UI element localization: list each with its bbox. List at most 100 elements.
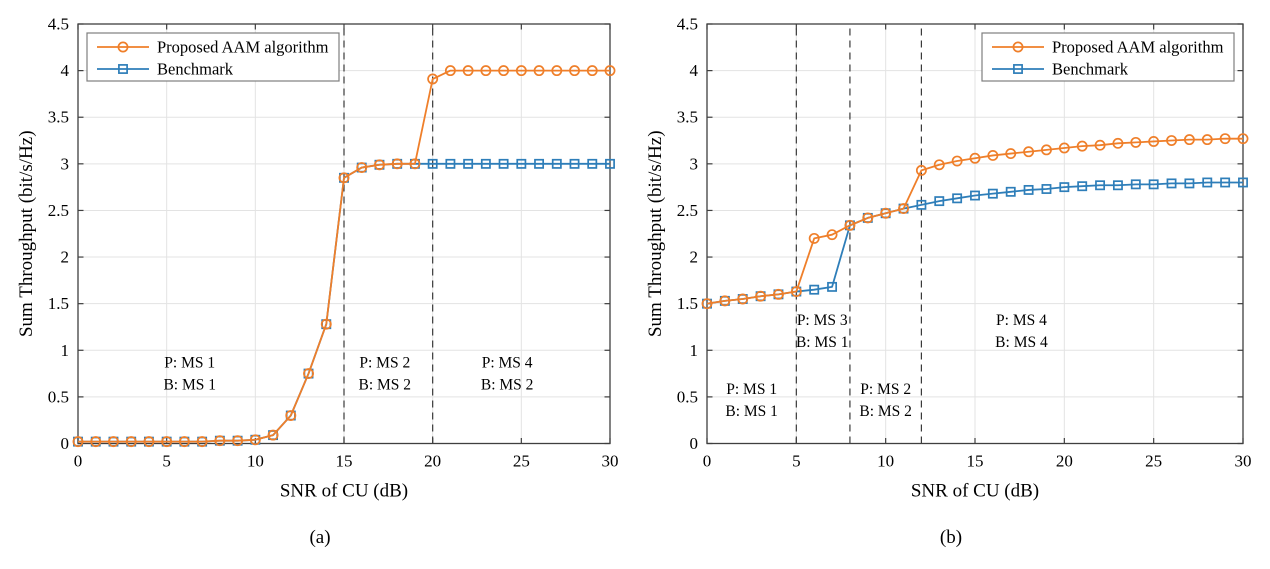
y-tick-label: 1 <box>690 341 699 360</box>
marker-square <box>1041 184 1052 194</box>
marker-square <box>1220 177 1231 188</box>
marker-square <box>463 158 474 169</box>
y-tick-label: 4.5 <box>677 15 698 34</box>
y-axis-label: Sum Throughput (bit/s/Hz) <box>16 130 37 337</box>
y-tick-label: 2 <box>61 248 70 267</box>
marker-square <box>605 158 615 169</box>
y-tick-label: 3 <box>690 154 699 173</box>
series-proposed-aam-algorithm-line <box>78 69 610 443</box>
legend-marker-square-icon <box>1013 64 1023 74</box>
legend-marker-circle-icon <box>117 41 129 53</box>
x-tick-label: 10 <box>247 452 264 471</box>
x-tick-label: 10 <box>877 452 894 471</box>
marker-circle <box>1166 135 1177 146</box>
marker-circle <box>987 149 999 161</box>
marker-circle <box>533 65 545 77</box>
marker-circle <box>790 286 802 297</box>
marker-circle <box>1005 148 1017 160</box>
y-tick-label: 0.5 <box>677 387 698 406</box>
x-tick-label: 25 <box>1145 452 1162 471</box>
y-tick-label: 2.5 <box>677 201 698 220</box>
marker-square <box>498 158 509 169</box>
marker-circle <box>1041 144 1052 156</box>
x-tick-label: 0 <box>74 452 83 471</box>
chart-a: P: MS 1 B: MS 1 P: MS 2 B: MS 2 P: MS 4 B: MS… <box>16 15 619 549</box>
x-axis-label: SNR of CU (dB) <box>911 481 1039 502</box>
marker-circle <box>844 219 856 231</box>
region-annotation-line: B: MS 2 <box>859 403 912 420</box>
marker-circle <box>232 435 244 447</box>
marker-circle <box>249 434 261 446</box>
marker-square <box>1202 177 1213 188</box>
legend-marker-circle-icon <box>1012 41 1024 53</box>
x-tick-label: 5 <box>792 452 801 471</box>
region-annotation-line: B: MS 1 <box>163 377 216 394</box>
marker-circle <box>1237 133 1249 145</box>
y-tick-label: 1.5 <box>677 294 698 313</box>
y-tick-label: 0 <box>61 434 70 453</box>
marker-square <box>1112 180 1123 191</box>
marker-circle <box>462 65 474 77</box>
marker-circle <box>480 65 492 77</box>
marker-circle <box>880 207 892 219</box>
marker-square <box>516 158 527 169</box>
series-proposed-aam-algorithm-line <box>706 137 1243 305</box>
marker-square <box>445 158 456 169</box>
marker-square <box>1130 179 1141 190</box>
marker-square <box>1166 178 1177 189</box>
subplot-caption-a: (a) <box>309 527 331 548</box>
marker-circle <box>1201 134 1213 146</box>
region-annotation-line: B: MS 2 <box>359 377 412 394</box>
marker-circle <box>214 435 226 447</box>
region-annotation-line: P: MS 4 <box>482 355 533 372</box>
marker-square <box>427 158 438 169</box>
marker-circle <box>427 73 439 85</box>
marker-circle <box>178 436 190 448</box>
x-tick-label: 25 <box>513 452 530 471</box>
region-annotation-line: B: MS 1 <box>725 403 778 420</box>
marker-circle <box>374 159 385 171</box>
marker-square <box>1184 178 1195 189</box>
x-tick-label: 15 <box>336 452 353 471</box>
marker-square <box>970 190 980 201</box>
y-tick-label: 0.5 <box>48 387 69 406</box>
legend-marker-square-icon <box>118 64 128 74</box>
y-axis-label: Sum Throughput (bit/s/Hz) <box>645 130 666 337</box>
marker-circle <box>1094 139 1106 151</box>
region-annotation-line: B: MS 2 <box>481 377 534 394</box>
region-annotation-line: P: MS 2 <box>860 381 911 398</box>
subplot-caption-b: (b) <box>939 527 963 548</box>
marker-square <box>809 284 820 295</box>
marker-circle <box>862 212 874 224</box>
marker-circle <box>409 158 421 170</box>
marker-circle <box>356 162 368 174</box>
marker-circle <box>303 368 314 380</box>
marker-circle <box>826 229 838 241</box>
legend-label-benchmark: Benchmark <box>157 60 234 79</box>
marker-circle <box>1112 137 1124 149</box>
marker-square <box>952 193 963 204</box>
x-tick-label: 30 <box>1235 452 1252 471</box>
marker-circle <box>338 172 350 184</box>
x-tick-label: 15 <box>967 452 984 471</box>
legend-label-benchmark: Benchmark <box>1052 60 1129 79</box>
marker-square <box>1077 181 1088 192</box>
marker-circle <box>755 290 767 302</box>
marker-square <box>1023 184 1034 195</box>
marker-circle <box>737 293 749 305</box>
marker-square <box>1005 186 1016 197</box>
marker-circle <box>951 155 963 167</box>
legend-box <box>981 32 1235 82</box>
marker-circle <box>898 203 909 215</box>
marker-circle <box>267 429 279 441</box>
region-annotation-line: B: MS 1 <box>796 334 849 351</box>
y-tick-label: 1.5 <box>48 294 69 313</box>
y-tick-label: 4 <box>690 61 699 80</box>
marker-square <box>934 196 945 207</box>
marker-circle <box>604 65 616 77</box>
y-tick-label: 2 <box>690 248 699 267</box>
marker-circle <box>969 152 981 164</box>
chart-b: P: MS 1 B: MS 1 P: MS 3 B: MS 1 P: MS 2 B: MS… <box>635 0 1270 569</box>
marker-circle <box>285 410 297 421</box>
